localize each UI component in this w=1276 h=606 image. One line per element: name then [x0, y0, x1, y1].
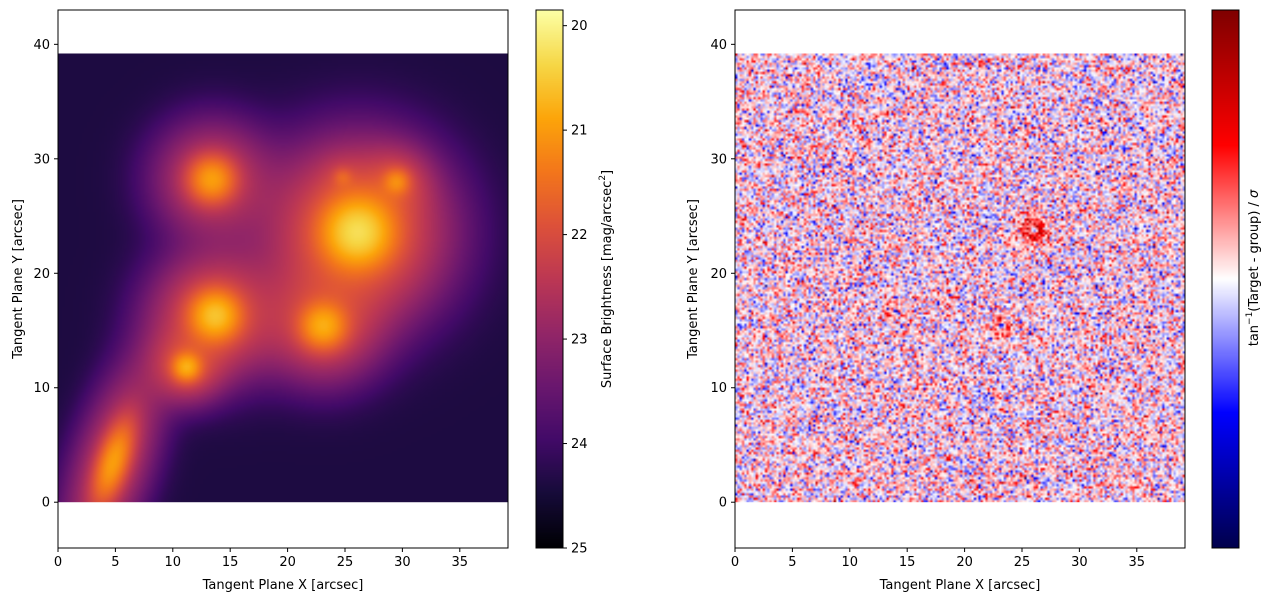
colorbar-tick-label: 21: [571, 124, 588, 139]
right-x-tick-label: 20: [956, 555, 973, 570]
surface-brightness-colorbar-ticks: 20 21 22 23 24 25: [563, 19, 588, 557]
surface-brightness-colorbar-label: Surface Brightness [mag/arcsec2]: [598, 170, 615, 388]
left-x-axis-label: Tangent Plane X [arcsec]: [202, 578, 364, 593]
right-y-tick-label: 40: [710, 38, 727, 53]
left-y-tick-label: 10: [33, 381, 50, 396]
left-x-tick-label: 15: [222, 555, 239, 570]
right-x-tick-label: 10: [842, 555, 859, 570]
residual-colorbar-frame: [1211, 9, 1240, 549]
right-x-axis-label: Tangent Plane X [arcsec]: [879, 578, 1041, 593]
colorbar-tick-label: 24: [571, 437, 588, 452]
colorbar-tick-label: 23: [571, 333, 588, 348]
left-plot-frame: [57, 9, 509, 549]
residual-image: [735, 53, 1185, 503]
residual-colorbar: tan−1(Target - group) / σ: [1211, 9, 1262, 549]
surface-brightness-colorbar-frame: [535, 9, 564, 549]
right-x-tick-label: 0: [731, 555, 739, 570]
surface-brightness-panel: 0 5 10 15 20 25 30 35 0 10 20 30 40 Tangent Plane X…: [11, 9, 509, 593]
residual-colorbar-gradient: [1212, 10, 1239, 548]
right-y-axis-label: Tangent Plane Y [arcsec]: [686, 199, 701, 360]
left-x-tick-label: 5: [111, 555, 119, 570]
colorbar-tick-label: 25: [571, 542, 588, 557]
left-x-tick-label: 25: [337, 555, 354, 570]
left-x-tick-label: 30: [394, 555, 411, 570]
left-y-tick-label: 30: [33, 152, 50, 167]
left-y-axis-label: Tangent Plane Y [arcsec]: [11, 199, 26, 360]
colorbar-label-text: Surface Brightness [mag/arcsec: [600, 181, 615, 388]
right-x-tick-label: 30: [1071, 555, 1088, 570]
right-x-tick-label: 5: [788, 555, 796, 570]
surface-brightness-image: [58, 53, 508, 503]
left-x-axis-ticks: 0 5 10 15 20 25 30 35: [54, 548, 468, 570]
right-y-tick-label: 30: [710, 152, 727, 167]
right-y-axis-ticks: 0 10 20 30 40: [710, 38, 735, 511]
left-x-tick-label: 0: [54, 555, 62, 570]
residual-label-superscript: −1: [1245, 312, 1255, 325]
right-y-tick-label: 10: [710, 381, 727, 396]
colorbar-label-superscript: 2: [598, 175, 608, 181]
left-x-tick-label: 20: [279, 555, 296, 570]
left-y-axis-ticks: 0 10 20 30 40: [33, 38, 58, 511]
residual-colorbar-label: tan−1(Target - group) / σ: [1245, 189, 1262, 346]
colorbar-tick-label: 22: [571, 228, 588, 243]
left-x-tick-label: 35: [452, 555, 469, 570]
right-y-tick-label: 20: [710, 267, 727, 282]
right-plot-frame: [734, 9, 1186, 549]
left-x-tick-label: 10: [165, 555, 182, 570]
right-x-tick-label: 25: [1014, 555, 1031, 570]
surface-brightness-colorbar: 20 21 22 23 24 25 Surface Brightness [mag/arc…: [535, 9, 615, 557]
colorbar-label-end: ]: [600, 170, 615, 175]
left-y-tick-label: 0: [42, 496, 50, 511]
residual-panel: 0 5 10 15 20 25 30 35 0 10 20 30 40 Tangent Plane X…: [686, 9, 1186, 593]
left-y-tick-label: 20: [33, 267, 50, 282]
right-x-axis-ticks: 0 5 10 15 20 25 30 35: [731, 548, 1145, 570]
residual-label-rest: (Target - group) /: [1247, 198, 1262, 312]
colorbar-tick-label: 20: [571, 19, 588, 34]
residual-label-sigma: σ: [1247, 189, 1262, 198]
residual-label-prefix: tan: [1247, 325, 1262, 346]
right-x-tick-label: 15: [899, 555, 916, 570]
surface-brightness-colorbar-gradient: [536, 10, 563, 548]
right-y-tick-label: 0: [719, 496, 727, 511]
left-y-tick-label: 40: [33, 38, 50, 53]
right-x-tick-label: 35: [1129, 555, 1146, 570]
